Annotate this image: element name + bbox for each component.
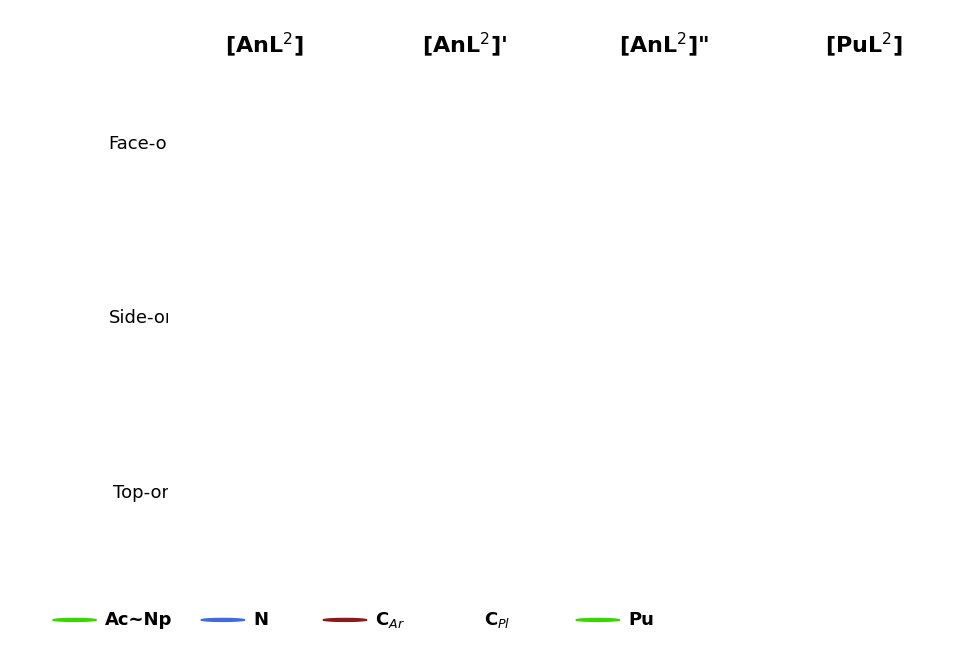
Text: C$_{Ar}$: C$_{Ar}$ (375, 610, 405, 630)
Text: [PuL$^2$]: [PuL$^2$] (825, 31, 902, 59)
Text: Pu: Pu (628, 611, 654, 629)
Text: [AnL$^2$]': [AnL$^2$]' (422, 31, 507, 59)
Circle shape (323, 619, 366, 621)
Text: N: N (254, 611, 268, 629)
Text: Face-on: Face-on (109, 134, 178, 153)
Circle shape (202, 619, 244, 621)
Text: Side-on: Side-on (109, 310, 177, 327)
Text: Top-on: Top-on (113, 484, 173, 502)
Text: [AnL$^2$]: [AnL$^2$] (225, 31, 303, 59)
Circle shape (576, 619, 620, 621)
Text: Ac~Np: Ac~Np (105, 611, 172, 629)
Text: C$_{Pl}$: C$_{Pl}$ (484, 610, 511, 630)
Circle shape (52, 619, 97, 621)
Text: [AnL$^2$]": [AnL$^2$]" (619, 31, 708, 59)
